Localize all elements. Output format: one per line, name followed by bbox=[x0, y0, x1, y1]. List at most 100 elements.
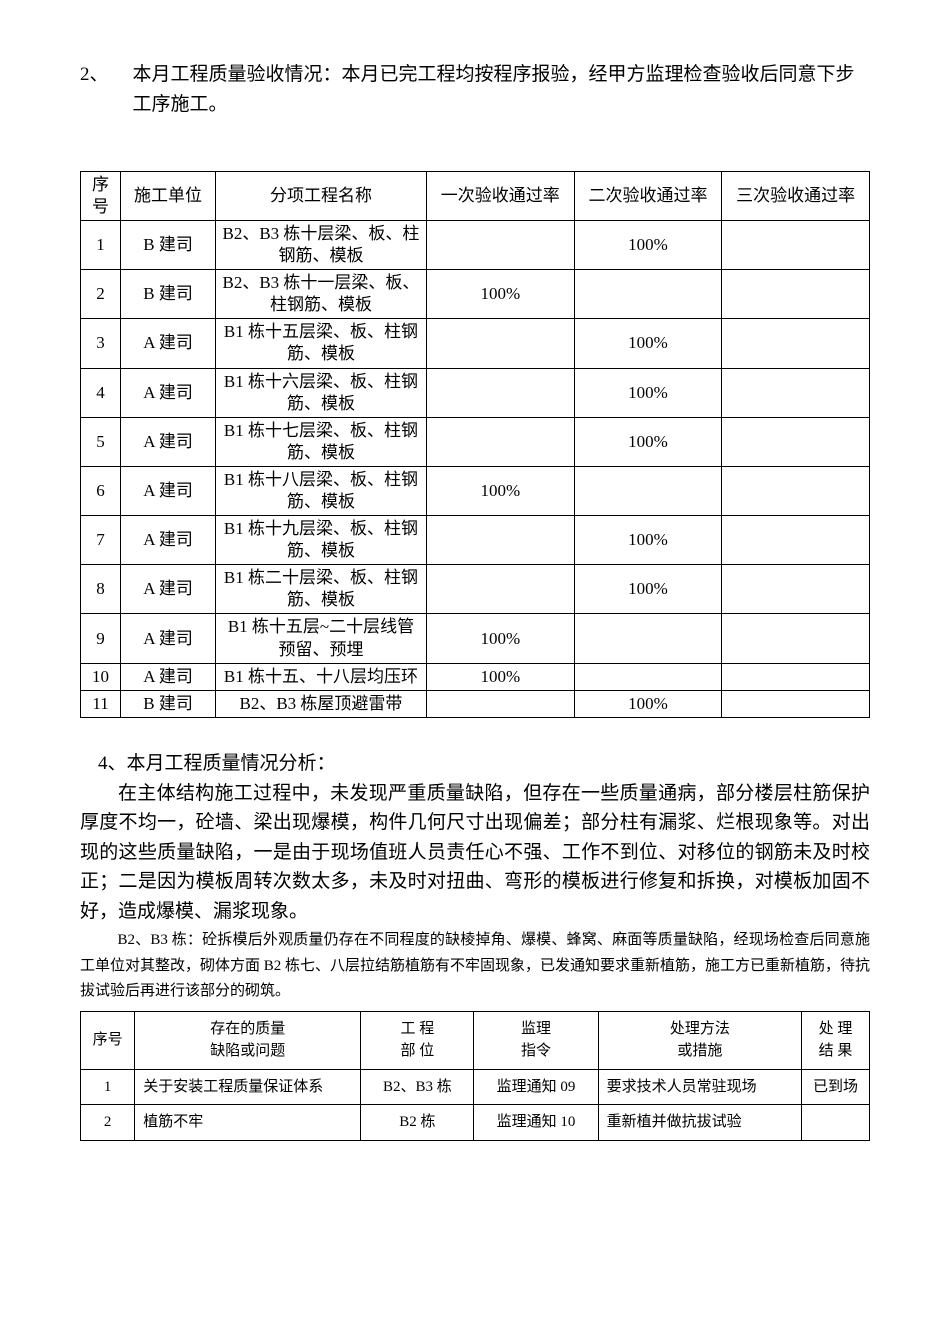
cell-pass1 bbox=[426, 565, 574, 614]
issue-cell-defect: 植筋不牢 bbox=[135, 1105, 361, 1141]
cell-name: B1 栋十五、十八层均压环 bbox=[216, 663, 427, 690]
cell-pass1: 100% bbox=[426, 614, 574, 663]
cell-unit: A 建司 bbox=[121, 466, 216, 515]
cell-pass2: 100% bbox=[574, 368, 722, 417]
cell-seq: 11 bbox=[81, 690, 121, 717]
cell-name: B2、B3 栋屋顶避雷带 bbox=[216, 690, 427, 717]
analysis-body: 在主体结构施工过程中，未发现严重质量缺陷，但存在一些质量通病，部分楼层柱筋保护厚… bbox=[80, 779, 870, 926]
issue-cell-order: 监理通知 09 bbox=[474, 1069, 598, 1105]
cell-pass3 bbox=[722, 270, 870, 319]
issue-row: 1关于安装工程质量保证体系B2、B3 栋监理通知 09要求技术人员常驻现场已到场 bbox=[81, 1069, 870, 1105]
cell-name: B1 栋二十层梁、板、柱钢筋、模板 bbox=[216, 565, 427, 614]
issue-cell-method: 要求技术人员常驻现场 bbox=[598, 1069, 801, 1105]
analysis-heading: 4、本月工程质量情况分析： bbox=[80, 748, 870, 775]
cell-unit: B 建司 bbox=[121, 270, 216, 319]
cell-unit: B 建司 bbox=[121, 690, 216, 717]
cell-pass1 bbox=[426, 368, 574, 417]
cell-pass2 bbox=[574, 663, 722, 690]
table-row: 3A 建司B1 栋十五层梁、板、柱钢筋、模板 100% bbox=[81, 319, 870, 368]
issue-cell-defect: 关于安装工程质量保证体系 bbox=[135, 1069, 361, 1105]
cell-seq: 6 bbox=[81, 466, 121, 515]
issue-header-order: 监理指令 bbox=[474, 1011, 598, 1069]
issue-header-method: 处理方法或措施 bbox=[598, 1011, 801, 1069]
issue-cell-pos: B2、B3 栋 bbox=[361, 1069, 474, 1105]
cell-pass1 bbox=[426, 220, 574, 269]
issue-cell-seq: 1 bbox=[81, 1069, 135, 1105]
cell-seq: 9 bbox=[81, 614, 121, 663]
cell-seq: 4 bbox=[81, 368, 121, 417]
cell-name: B1 栋十八层梁、板、柱钢筋、模板 bbox=[216, 466, 427, 515]
cell-name: B2、B3 栋十层梁、板、柱钢筋、模板 bbox=[216, 220, 427, 269]
cell-unit: A 建司 bbox=[121, 516, 216, 565]
cell-pass3 bbox=[722, 466, 870, 515]
cell-unit: A 建司 bbox=[121, 417, 216, 466]
cell-pass3 bbox=[722, 663, 870, 690]
cell-unit: A 建司 bbox=[121, 565, 216, 614]
cell-pass3 bbox=[722, 319, 870, 368]
cell-pass2 bbox=[574, 614, 722, 663]
cell-pass1: 100% bbox=[426, 663, 574, 690]
cell-pass2: 100% bbox=[574, 516, 722, 565]
cell-pass3 bbox=[722, 368, 870, 417]
section-2-number: 2、 bbox=[80, 60, 109, 121]
table-row: 7A 建司B1 栋十九层梁、板、柱钢筋、模板100% bbox=[81, 516, 870, 565]
issue-cell-result bbox=[802, 1105, 870, 1141]
table-row: 9A 建司B1 栋十五层~二十层线管预留、预埋100% bbox=[81, 614, 870, 663]
issue-header-defect: 存在的质量缺陷或问题 bbox=[135, 1011, 361, 1069]
cell-pass3 bbox=[722, 565, 870, 614]
cell-seq: 1 bbox=[81, 220, 121, 269]
acceptance-table: 序号 施工单位 分项工程名称 一次验收通过率 二次验收通过率 三次验收通过率 1… bbox=[80, 171, 870, 718]
cell-unit: A 建司 bbox=[121, 368, 216, 417]
header-unit: 施工单位 bbox=[121, 171, 216, 220]
cell-pass3 bbox=[722, 614, 870, 663]
issue-header-pos: 工 程部 位 bbox=[361, 1011, 474, 1069]
issue-cell-order: 监理通知 10 bbox=[474, 1105, 598, 1141]
cell-pass1 bbox=[426, 516, 574, 565]
issue-cell-method: 重新植并做抗拔试验 bbox=[598, 1105, 801, 1141]
cell-name: B1 栋十六层梁、板、柱钢筋、模板 bbox=[216, 368, 427, 417]
cell-pass3 bbox=[722, 516, 870, 565]
cell-pass2: 100% bbox=[574, 319, 722, 368]
cell-seq: 3 bbox=[81, 319, 121, 368]
header-pass2: 二次验收通过率 bbox=[574, 171, 722, 220]
issue-cell-pos: B2 栋 bbox=[361, 1105, 474, 1141]
cell-seq: 5 bbox=[81, 417, 121, 466]
table-header-row: 序号 施工单位 分项工程名称 一次验收通过率 二次验收通过率 三次验收通过率 bbox=[81, 171, 870, 220]
cell-pass1: 100% bbox=[426, 270, 574, 319]
cell-name: B1 栋十五层~二十层线管预留、预埋 bbox=[216, 614, 427, 663]
cell-pass2 bbox=[574, 270, 722, 319]
cell-pass3 bbox=[722, 690, 870, 717]
cell-pass3 bbox=[722, 417, 870, 466]
header-seq: 序号 bbox=[81, 171, 121, 220]
cell-pass3 bbox=[722, 220, 870, 269]
section-2-text: 本月工程质量验收情况：本月已完工程均按程序报验，经甲方监理检查验收后同意下步工序… bbox=[133, 60, 870, 121]
issue-header-row: 序号 存在的质量缺陷或问题 工 程部 位 监理指令 处理方法或措施 处 理结 果 bbox=[81, 1011, 870, 1069]
issue-row: 2植筋不牢B2 栋监理通知 10重新植并做抗拔试验 bbox=[81, 1105, 870, 1141]
cell-pass1 bbox=[426, 319, 574, 368]
cell-name: B1 栋十九层梁、板、柱钢筋、模板 bbox=[216, 516, 427, 565]
cell-unit: A 建司 bbox=[121, 663, 216, 690]
issue-cell-result: 已到场 bbox=[802, 1069, 870, 1105]
cell-name: B2、B3 栋十一层梁、板、柱钢筋、模板 bbox=[216, 270, 427, 319]
header-pass3: 三次验收通过率 bbox=[722, 171, 870, 220]
cell-pass2: 100% bbox=[574, 565, 722, 614]
cell-pass2 bbox=[574, 466, 722, 515]
table-row: 1B 建司B2、B3 栋十层梁、板、柱钢筋、模板100% bbox=[81, 220, 870, 269]
cell-name: B1 栋十五层梁、板、柱钢筋、模板 bbox=[216, 319, 427, 368]
cell-pass1: 100% bbox=[426, 466, 574, 515]
table-row: 5A 建司B1 栋十七层梁、板、柱钢筋、模板 100% bbox=[81, 417, 870, 466]
cell-pass2: 100% bbox=[574, 417, 722, 466]
cell-pass1 bbox=[426, 417, 574, 466]
cell-name: B1 栋十七层梁、板、柱钢筋、模板 bbox=[216, 417, 427, 466]
table-row: 10A 建司B1 栋十五、十八层均压环100% bbox=[81, 663, 870, 690]
cell-unit: A 建司 bbox=[121, 319, 216, 368]
header-name: 分项工程名称 bbox=[216, 171, 427, 220]
cell-pass2: 100% bbox=[574, 690, 722, 717]
cell-seq: 8 bbox=[81, 565, 121, 614]
section-2-heading: 2、 本月工程质量验收情况：本月已完工程均按程序报验，经甲方监理检查验收后同意下… bbox=[80, 60, 870, 121]
cell-pass1 bbox=[426, 690, 574, 717]
cell-pass2: 100% bbox=[574, 220, 722, 269]
table-row: 6A 建司B1 栋十八层梁、板、柱钢筋、模板100% bbox=[81, 466, 870, 515]
table-row: 11B 建司B2、B3 栋屋顶避雷带 100% bbox=[81, 690, 870, 717]
table-row: 4A 建司B1 栋十六层梁、板、柱钢筋、模板 100% bbox=[81, 368, 870, 417]
